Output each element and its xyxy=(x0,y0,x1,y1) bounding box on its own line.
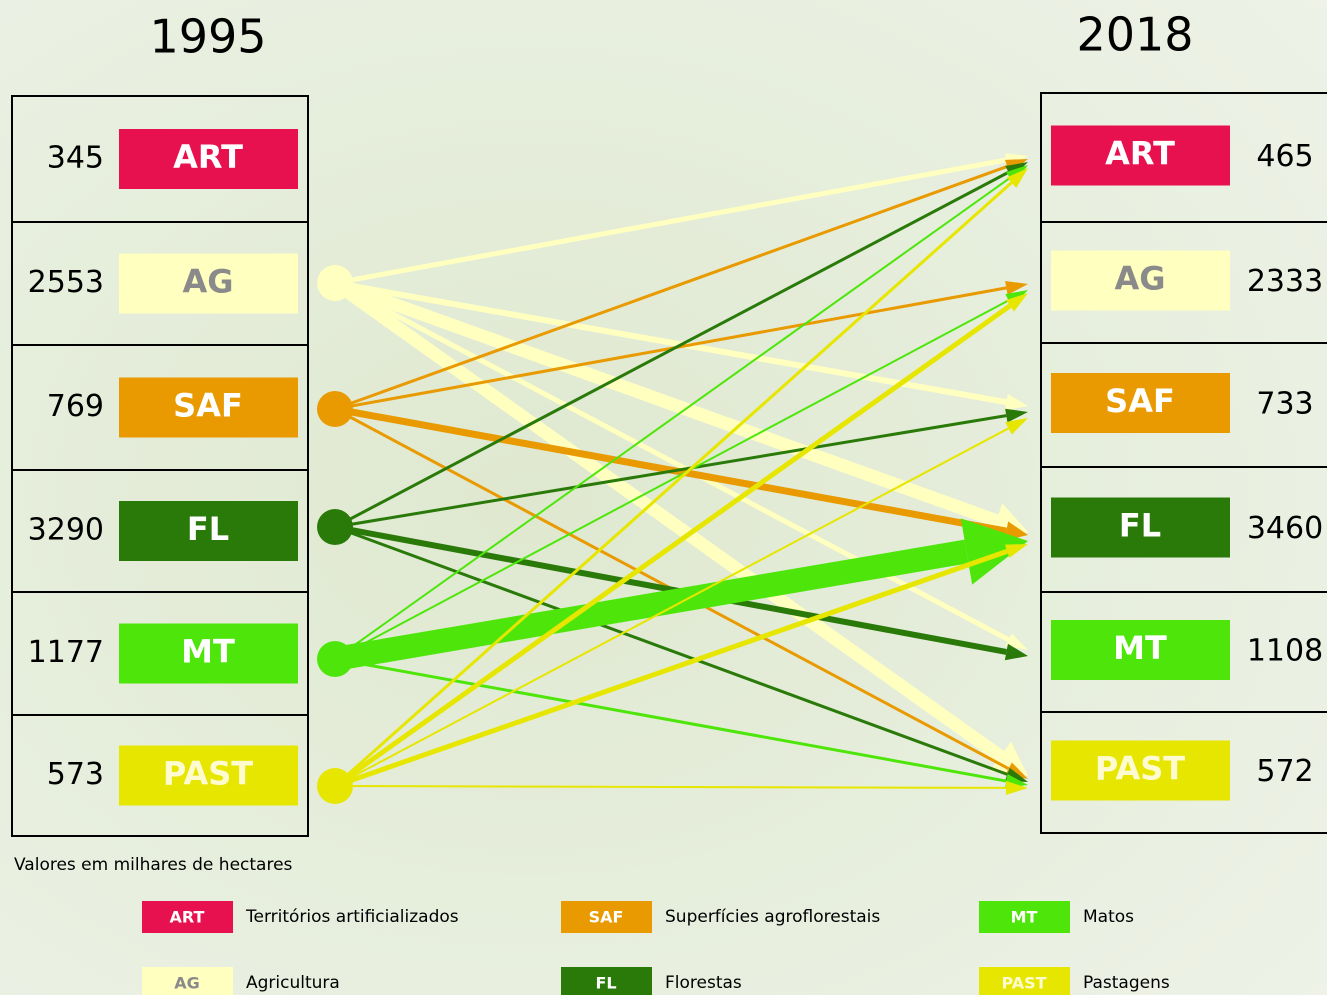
legend-label: Territórios artificializados xyxy=(245,907,459,927)
flow-source xyxy=(317,509,353,545)
flow-head xyxy=(1004,544,1028,558)
flow-head xyxy=(989,741,1028,776)
legend-box xyxy=(142,901,233,933)
right-code: ART xyxy=(1105,135,1175,173)
flow-source xyxy=(317,265,353,301)
right-code-box xyxy=(1051,740,1230,801)
left-value: 769 xyxy=(47,389,104,424)
flow xyxy=(332,539,969,671)
legend-code: MT xyxy=(1011,908,1038,927)
right-code-box xyxy=(1051,250,1230,311)
right-value: 3460 xyxy=(1247,511,1323,546)
legend-box xyxy=(979,901,1070,933)
legend-label: Agricultura xyxy=(246,973,340,993)
legend-label: Superfícies agroflorestais xyxy=(665,907,880,927)
legend-label: Florestas xyxy=(665,973,742,993)
legend-box xyxy=(561,901,652,933)
flow xyxy=(334,657,1007,783)
legend-code: FL xyxy=(595,974,616,993)
flow-source xyxy=(317,768,353,804)
right-code-box xyxy=(1051,497,1230,558)
flow xyxy=(334,280,1007,406)
left-code-box xyxy=(119,377,298,438)
flow-head xyxy=(1005,408,1028,423)
flow-head xyxy=(1005,418,1028,435)
flow xyxy=(334,548,1009,789)
left-code-box xyxy=(119,745,298,806)
left-code: FL xyxy=(187,510,229,548)
flow xyxy=(334,525,1008,776)
legend-code: SAF xyxy=(589,908,624,927)
flow xyxy=(334,427,1010,787)
right-code-box xyxy=(1051,125,1230,186)
right-code: PAST xyxy=(1095,750,1185,788)
left-code: AG xyxy=(182,263,233,301)
left-code-box xyxy=(119,501,298,561)
flow xyxy=(334,181,1013,788)
left-code: MT xyxy=(181,633,235,671)
legend-label: Matos xyxy=(1083,907,1134,927)
flow xyxy=(334,524,1007,655)
year-left: 1995 xyxy=(149,10,266,64)
left-code: SAF xyxy=(173,387,243,425)
flow xyxy=(334,299,1010,660)
legend-code: ART xyxy=(170,908,205,927)
right-value: 572 xyxy=(1256,754,1313,789)
flow xyxy=(332,276,999,527)
left-table xyxy=(11,95,309,837)
left-code-box xyxy=(119,623,298,684)
flow-head xyxy=(1004,393,1028,411)
flow-head xyxy=(960,518,1028,585)
right-code-box xyxy=(1051,620,1230,680)
flow-head xyxy=(1005,281,1028,295)
year-right: 2018 xyxy=(1076,8,1193,62)
right-value: 1108 xyxy=(1247,634,1323,669)
flow xyxy=(334,176,1011,660)
right-code: SAF xyxy=(1105,382,1175,420)
left-value: 2553 xyxy=(28,265,104,300)
right-value: 2333 xyxy=(1247,264,1323,299)
flow xyxy=(334,414,1007,529)
right-code-box xyxy=(1051,373,1230,433)
flow-head xyxy=(1006,293,1028,312)
left-code: PAST xyxy=(163,755,253,793)
flow-head xyxy=(1006,168,1028,188)
right-value: 465 xyxy=(1256,139,1313,174)
right-value: 733 xyxy=(1256,387,1313,422)
flow xyxy=(334,170,1010,529)
left-value: 573 xyxy=(47,757,104,792)
flow xyxy=(334,286,1007,411)
flow xyxy=(334,785,1007,789)
flow xyxy=(334,165,1008,411)
flow-source xyxy=(317,391,353,427)
right-code: MT xyxy=(1113,629,1167,667)
flow-source xyxy=(317,641,353,677)
left-value: 345 xyxy=(47,141,104,176)
legend-label: Pastagens xyxy=(1083,973,1170,993)
note: Valores em milhares de hectares xyxy=(14,855,293,875)
left-code: ART xyxy=(173,138,243,176)
right-code: FL xyxy=(1119,507,1161,545)
legend-box xyxy=(561,967,652,995)
flow xyxy=(333,280,1010,642)
left-code-box xyxy=(119,129,298,189)
flow-head xyxy=(1004,643,1028,661)
left-value: 3290 xyxy=(28,513,104,548)
flow xyxy=(331,277,1005,762)
flow xyxy=(333,303,1012,789)
legend-box xyxy=(979,967,1070,995)
flow xyxy=(334,157,1007,286)
legend-box xyxy=(142,967,233,995)
right-table xyxy=(1040,92,1327,834)
legend-code: AG xyxy=(174,974,200,993)
right-code: AG xyxy=(1114,260,1165,298)
legend-code: PAST xyxy=(1001,974,1046,993)
flow-head xyxy=(1005,780,1028,795)
left-value: 1177 xyxy=(28,635,104,670)
left-code-box xyxy=(119,253,298,314)
